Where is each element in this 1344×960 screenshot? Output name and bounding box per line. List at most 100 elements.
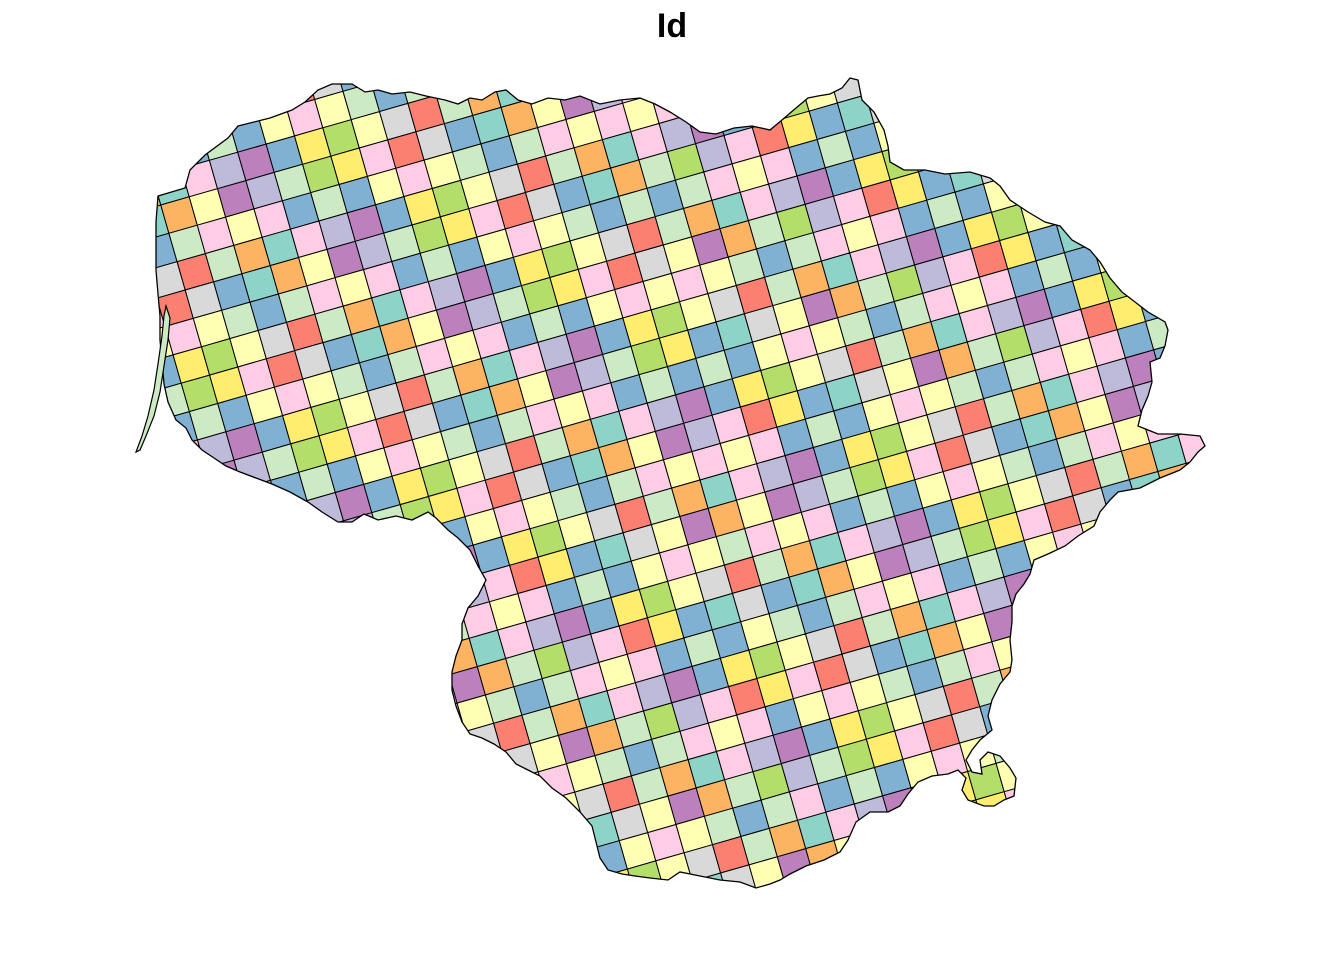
grid-cell — [302, 585, 341, 623]
grid-cell — [1186, 884, 1205, 888]
grid-cell — [213, 487, 251, 526]
grid-cell — [1201, 511, 1205, 550]
grid-cell — [1222, 46, 1259, 83]
grid-cell — [1148, 219, 1187, 258]
grid-cell — [561, 848, 600, 886]
grid-cell — [821, 38, 857, 74]
grid-cell — [192, 94, 231, 133]
grid-cell — [160, 840, 199, 879]
grid-cell — [188, 617, 227, 656]
curonian-spit — [134, 303, 171, 454]
grid-cell — [212, 78, 251, 97]
grid-cell — [241, 479, 280, 518]
grid-cell — [415, 767, 454, 806]
grid-cell — [164, 532, 203, 571]
grid-cell — [505, 864, 544, 888]
grid-cell — [1132, 162, 1171, 201]
grid-cell — [1112, 199, 1151, 238]
grid-cell — [670, 78, 709, 88]
grid-cell — [1096, 142, 1134, 181]
grid-cell — [92, 63, 129, 99]
grid-cell — [1015, 718, 1054, 756]
grid-cell — [850, 30, 887, 67]
grid-cell — [861, 823, 900, 862]
grid-cell — [850, 889, 887, 926]
grid-cell — [1044, 709, 1082, 748]
grid-cell — [1153, 770, 1192, 809]
grid-cell — [156, 78, 158, 93]
grid-cell — [553, 819, 592, 858]
grid-cell — [444, 759, 483, 797]
grid-cell — [486, 902, 522, 939]
grid-cell — [1076, 608, 1115, 647]
grid-cell — [156, 783, 183, 822]
grid-cell — [156, 78, 186, 85]
grid-cell — [184, 710, 223, 749]
grid-cell — [735, 78, 774, 100]
grid-cell — [1215, 877, 1252, 914]
grid-cell — [180, 589, 219, 628]
grid-cell — [1177, 855, 1205, 888]
grid-cell — [636, 889, 673, 926]
grid-cell — [934, 864, 973, 888]
grid-cell — [1144, 97, 1183, 136]
grid-cell — [274, 807, 312, 846]
grid-cell — [1108, 722, 1147, 760]
grid-cell — [944, 893, 981, 929]
grid-cell — [991, 847, 1030, 886]
grid-cell — [1201, 81, 1205, 120]
grid-cell — [1197, 174, 1205, 213]
grid-cell — [355, 661, 393, 700]
grid-cell — [1100, 693, 1139, 732]
grid-cell — [364, 906, 401, 943]
grid-cell — [1169, 397, 1205, 436]
grid-cell — [387, 775, 426, 814]
grid-cell — [1193, 697, 1205, 736]
grid-cell — [338, 605, 377, 644]
grid-cell — [1023, 102, 1061, 140]
grid-cell — [1145, 742, 1184, 781]
grid-cell — [613, 78, 652, 104]
grid-cell — [1215, 447, 1252, 484]
grid-cell — [220, 86, 259, 125]
grid-cell — [841, 860, 880, 888]
grid-cell — [318, 856, 357, 888]
grid-cell — [1223, 690, 1260, 727]
grid-cell — [88, 801, 125, 838]
grid-cell — [156, 820, 163, 859]
grid-cell — [1173, 89, 1205, 128]
grid-cell — [1165, 491, 1204, 529]
grid-cell — [440, 852, 479, 888]
grid-cell — [156, 605, 162, 644]
grid-cell — [330, 791, 369, 830]
grid-cell — [756, 26, 793, 63]
grid-cell — [415, 552, 454, 591]
grid-cell — [156, 662, 179, 700]
grid-cell — [1076, 823, 1115, 862]
grid-cell — [327, 27, 364, 64]
grid-cell — [856, 78, 895, 96]
grid-cell — [1031, 560, 1070, 598]
grid-cell — [100, 521, 137, 558]
grid-cell — [156, 698, 158, 737]
grid-cell — [921, 78, 960, 108]
grid-cell — [1056, 645, 1094, 683]
grid-cell — [1060, 766, 1099, 805]
grid-cell — [642, 78, 681, 96]
grid-cell — [113, 886, 150, 923]
grid-cell — [395, 589, 434, 627]
grid-cell — [1165, 705, 1204, 744]
grid-cell — [245, 601, 284, 640]
grid-cell — [1207, 634, 1244, 671]
grid-cell — [1116, 750, 1155, 789]
grid-cell — [1227, 382, 1264, 419]
grid-cell — [350, 540, 389, 579]
grid-cell — [999, 876, 1038, 888]
grid-cell — [322, 763, 361, 802]
grid-cell — [1181, 332, 1205, 371]
grid-cell — [1161, 584, 1200, 623]
grid-cell — [1211, 540, 1248, 577]
grid-cell — [1189, 361, 1205, 400]
grid-cell — [1084, 207, 1122, 246]
grid-cell — [1088, 114, 1126, 153]
